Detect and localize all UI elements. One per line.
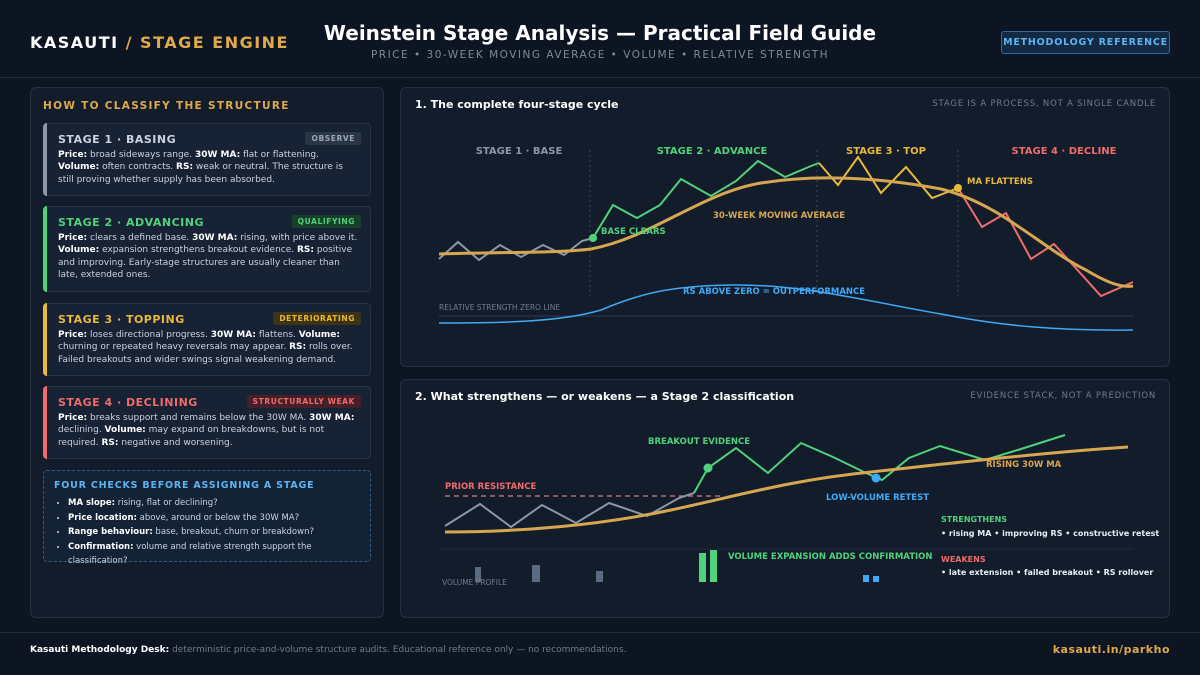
panel2-note: EVIDENCE STACK, NOT A PREDICTION xyxy=(970,391,1156,401)
ma-flattens-marker xyxy=(954,184,962,192)
weakens-title: WEAKENS xyxy=(941,555,986,564)
volume-bar xyxy=(475,567,481,582)
price-line-stage1 xyxy=(438,237,594,262)
stage-card-3: STAGE 3 · TOPPING DETERIORATING Price: l… xyxy=(43,303,371,376)
status-badge: QUALIFYING xyxy=(291,215,361,228)
brand-sub: STAGE ENGINE xyxy=(140,33,289,52)
volume-bar xyxy=(596,571,603,582)
volume-expansion-label: VOLUME EXPANSION ADDS CONFIRMATION xyxy=(728,552,933,562)
four-checks-box: FOUR CHECKS BEFORE ASSIGNING A STAGE MA … xyxy=(43,470,371,566)
methodology-reference-button[interactable]: METHODOLOGY REFERENCE xyxy=(1001,31,1170,54)
volume-bar-expansion xyxy=(699,553,706,582)
price-line-stage4 xyxy=(957,187,1134,298)
strengthens-title: STRENGTHENS xyxy=(941,515,1007,524)
stage-accent-bar xyxy=(43,123,47,196)
stage-accent-bar xyxy=(43,303,47,376)
four-stage-cycle-diagram: STAGE 1 · BASE STAGE 2 · ADVANCE STAGE 3… xyxy=(438,146,1134,331)
checks-title: FOUR CHECKS BEFORE ASSIGNING A STAGE xyxy=(54,480,315,491)
stage-label-4: STAGE 4 · DECLINE xyxy=(1012,146,1117,157)
prior-resistance-label: PRIOR RESISTANCE xyxy=(445,482,536,492)
rs-above-label: RS ABOVE ZERO = OUTPERFORMANCE xyxy=(683,287,865,297)
stage-label-2: STAGE 2 · ADVANCE xyxy=(657,146,768,157)
base-clears-marker xyxy=(589,234,597,242)
brand-logo: KASAUTI / STAGE ENGINE xyxy=(30,33,289,52)
stage-label-1: STAGE 1 · BASE xyxy=(476,146,563,157)
ma-flattens-label: MA FLATTENS xyxy=(967,177,1033,187)
stage2-evidence-diagram: PRIOR RESISTANCE BREAKOUT EVIDENCE LOW-V… xyxy=(439,434,1159,587)
footer: Kasauti Methodology Desk: deterministic … xyxy=(0,632,1200,675)
base-clears-label: BASE CLEARS xyxy=(601,227,666,237)
classification-heading: HOW TO CLASSIFY THE STRUCTURE xyxy=(43,100,290,112)
rising-ma-line xyxy=(444,445,1129,534)
breakout-label: BREAKOUT EVIDENCE xyxy=(648,437,750,447)
check-item: MA slope: rising, flat or declining? xyxy=(68,496,370,511)
check-item: Range behaviour: base, breakout, churn o… xyxy=(68,525,370,540)
status-badge: STRUCTURALLY WEAK xyxy=(246,395,361,408)
footer-disclaimer: Kasauti Methodology Desk: deterministic … xyxy=(30,645,627,655)
rising-ma-label: RISING 30W MA xyxy=(986,460,1062,470)
panel2-title: 2. What strengthens — or weakens — a Sta… xyxy=(415,390,795,403)
moving-average-label: 30-WEEK MOVING AVERAGE xyxy=(713,211,845,221)
brand-main: KASAUTI xyxy=(30,33,119,52)
classification-panel: HOW TO CLASSIFY THE STRUCTURE STAGE 1 · … xyxy=(30,87,384,618)
four-stage-cycle-panel: STAGE 1 · BASE STAGE 2 · ADVANCE STAGE 3… xyxy=(400,87,1170,367)
stage-card-2: STAGE 2 · ADVANCING QUALIFYING Price: cl… xyxy=(43,206,371,292)
stage-label-3: STAGE 3 · TOP xyxy=(846,146,926,157)
stage-description: Price: broad sideways range. 30W MA: fla… xyxy=(58,150,343,185)
status-badge: OBSERVE xyxy=(305,132,361,145)
page-subtitle: PRICE • 30-WEEK MOVING AVERAGE • VOLUME … xyxy=(370,49,830,61)
stage-description: Price: breaks support and remains below … xyxy=(58,413,355,448)
stage-name: STAGE 2 · ADVANCING xyxy=(58,216,204,229)
stage-card-1: STAGE 1 · BASING OBSERVE Price: broad si… xyxy=(43,123,371,196)
weakens-text: • late extension • failed breakout • RS … xyxy=(941,568,1153,577)
stage-name: STAGE 4 · DECLINING xyxy=(58,396,198,409)
stage2-evidence-panel: PRIOR RESISTANCE BREAKOUT EVIDENCE LOW-V… xyxy=(400,379,1170,618)
checks-list: MA slope: rising, flat or declining? Pri… xyxy=(68,496,370,569)
strengthens-text: • rising MA • improving RS • constructiv… xyxy=(941,529,1159,538)
rs-zero-label: RELATIVE STRENGTH ZERO LINE xyxy=(439,303,560,312)
page-title: Weinstein Stage Analysis — Practical Fie… xyxy=(323,21,877,45)
stage-description: Price: loses directional progress. 30W M… xyxy=(58,330,353,365)
footer-link[interactable]: kasauti.in/parkho xyxy=(1052,643,1170,656)
brand-separator: / xyxy=(118,33,141,52)
price-line-base xyxy=(444,492,695,529)
relative-strength-line xyxy=(438,284,1134,331)
volume-bar-retest xyxy=(873,576,879,582)
status-badge: DETERIORATING xyxy=(273,312,361,325)
volume-bar-expansion xyxy=(710,550,717,582)
stage-card-4: STAGE 4 · DECLINING STRUCTURALLY WEAK Pr… xyxy=(43,386,371,459)
stage-description: Price: clears a defined base. 30W MA: ri… xyxy=(58,233,358,281)
check-item: Confirmation: volume and relative streng… xyxy=(68,540,370,569)
stage-name: STAGE 3 · TOPPING xyxy=(58,313,185,326)
header-bar: KASAUTI / STAGE ENGINE Weinstein Stage A… xyxy=(0,0,1200,78)
retest-label: LOW-VOLUME RETEST xyxy=(826,493,929,503)
price-line-stage3 xyxy=(818,155,959,200)
moving-average-line xyxy=(438,176,1134,288)
check-item: Price location: above, around or below t… xyxy=(68,511,370,526)
retest-marker xyxy=(871,473,881,483)
stage-accent-bar xyxy=(43,386,47,459)
volume-profile-label: VOLUME PROFILE xyxy=(442,578,507,587)
volume-bar xyxy=(532,565,540,582)
stage-accent-bar xyxy=(43,206,47,292)
price-line-stage2 xyxy=(592,159,820,239)
breakout-marker xyxy=(703,463,713,473)
stage-name: STAGE 1 · BASING xyxy=(58,133,177,146)
panel1-note: STAGE IS A PROCESS, NOT A SINGLE CANDLE xyxy=(932,99,1156,109)
volume-bar-retest xyxy=(863,575,869,582)
panel1-title: 1. The complete four-stage cycle xyxy=(415,98,619,111)
